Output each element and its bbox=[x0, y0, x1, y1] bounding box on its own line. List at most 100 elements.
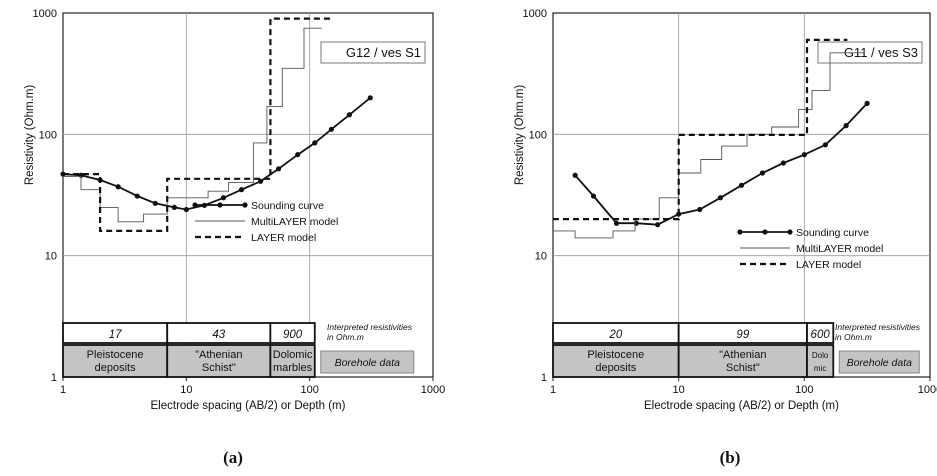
borehole-layer-cell bbox=[269, 344, 316, 378]
legend: Sounding curve MultiLAYER model LAYER mode… bbox=[737, 227, 883, 271]
borehole-data-label-box bbox=[838, 350, 920, 374]
borehole-layer-cell bbox=[806, 344, 835, 378]
x-tick-label: 1000 bbox=[918, 384, 937, 396]
y-tick-label: 10 bbox=[45, 251, 57, 263]
borehole-layer-cell bbox=[552, 344, 680, 378]
legend-marker bbox=[242, 202, 248, 208]
legend-marker bbox=[217, 202, 223, 208]
data-point bbox=[633, 220, 639, 226]
x-tick-label: 1 bbox=[60, 384, 66, 396]
borehole-data-label: Borehole data bbox=[847, 357, 913, 369]
x-axis-label: Electrode spacing (AB/2) or Depth (m) bbox=[151, 400, 346, 412]
interpreted-resistivities-note: in Ohm.m bbox=[327, 332, 364, 342]
legend-marker bbox=[192, 202, 198, 208]
y-tick-label: 100 bbox=[529, 129, 547, 141]
data-point bbox=[238, 187, 245, 193]
interpreted-resistivity-cell bbox=[806, 322, 835, 344]
data-point bbox=[276, 166, 282, 172]
y-tick-label: 1000 bbox=[33, 8, 57, 20]
x-tick-label: 100 bbox=[300, 384, 318, 396]
title-box bbox=[320, 41, 426, 64]
x-tick-label: 100 bbox=[795, 384, 813, 396]
interpreted-resistivity-value: 43 bbox=[212, 329, 225, 341]
borehole-layer-label: Dolomic bbox=[273, 349, 313, 361]
borehole-layer-label: Schist" bbox=[202, 362, 236, 374]
y-tick-label: 100 bbox=[39, 129, 57, 141]
series-line-dashed-step bbox=[553, 38, 848, 221]
borehole-layer-cell bbox=[677, 344, 808, 378]
x-tick-label: 1 bbox=[550, 384, 556, 396]
data-point bbox=[864, 100, 870, 106]
legend-label: LAYER model bbox=[251, 232, 316, 244]
data-point bbox=[115, 184, 121, 190]
x-axis-label: Electrode spacing (AB/2) or Depth (m) bbox=[644, 400, 839, 412]
borehole-layer-label: deposits bbox=[95, 362, 136, 374]
interpreted-resistivity-value: 600 bbox=[811, 329, 831, 341]
data-point bbox=[171, 204, 177, 210]
borehole-layer-label: Schist" bbox=[726, 362, 760, 374]
data-point bbox=[346, 112, 353, 118]
y-tick-label: 1 bbox=[51, 372, 57, 384]
data-point bbox=[780, 160, 786, 166]
data-point bbox=[613, 220, 620, 226]
interpreted-resistivity-value: 99 bbox=[736, 329, 749, 341]
y-tick-label: 1000 bbox=[523, 8, 547, 20]
legend: Sounding curve MultiLAYER model LAYER mode… bbox=[192, 200, 338, 244]
data-point bbox=[738, 182, 745, 188]
plot-frame bbox=[552, 12, 931, 378]
panel-caption: (b) bbox=[720, 448, 741, 467]
data-point bbox=[655, 222, 661, 228]
y-axis-label: Resistivity (Ohm.m) bbox=[514, 85, 526, 185]
borehole-layer-label: "Athenian bbox=[195, 349, 242, 361]
chart-panel-a: 1 10 100 1000 1 10 100 1000 Electrode spacing (A… bbox=[24, 8, 445, 467]
data-point bbox=[152, 200, 158, 206]
x-tick-label: 10 bbox=[180, 384, 192, 396]
borehole-layer-label: Pleistocene bbox=[87, 349, 144, 361]
data-point bbox=[801, 152, 807, 158]
legend-marker bbox=[737, 229, 743, 235]
panel-title: G11 / ves S3 bbox=[844, 45, 918, 60]
data-point bbox=[220, 195, 227, 201]
x-tick-label: 10 bbox=[673, 384, 685, 396]
borehole-layer-label: marbles bbox=[273, 362, 313, 374]
interpreted-resistivity-cell bbox=[269, 322, 316, 344]
borehole-layer-cell bbox=[166, 344, 272, 378]
data-point bbox=[295, 152, 301, 158]
interpreted-resistivity-value: 900 bbox=[283, 329, 303, 341]
interpreted-resistivities-note: Interpreted resistivities bbox=[835, 322, 921, 332]
borehole-layer-label: Pleistocene bbox=[587, 349, 644, 361]
data-point bbox=[843, 123, 849, 129]
series-line-thin-step bbox=[553, 52, 865, 239]
legend-marker bbox=[762, 229, 768, 235]
data-point bbox=[328, 126, 334, 132]
borehole-layer-label: mic bbox=[814, 364, 826, 373]
data-point bbox=[134, 193, 140, 199]
legend-label: Sounding curve bbox=[796, 227, 869, 239]
legend-label: MultiLAYER model bbox=[796, 243, 883, 255]
panel-title: G12 / ves S1 bbox=[346, 45, 421, 60]
legend-marker bbox=[787, 229, 793, 235]
interpreted-resistivities-note: in Ohm.m bbox=[835, 332, 872, 342]
borehole-layer-cell bbox=[62, 344, 169, 378]
chart-panel-b: 1 10 100 1000 1 10 100 1000 Electrode spacing (A… bbox=[514, 8, 937, 467]
title-box bbox=[817, 41, 923, 64]
borehole-layer-label: "Athenian bbox=[719, 349, 766, 361]
data-point bbox=[822, 142, 828, 148]
y-tick-label: 1 bbox=[541, 372, 547, 384]
y-axis-label: Resistivity (Ohm.m) bbox=[24, 85, 36, 185]
legend-label: MultiLAYER model bbox=[251, 216, 338, 228]
data-point bbox=[759, 170, 766, 176]
series-line-line-markers bbox=[62, 97, 371, 211]
data-point bbox=[572, 172, 578, 178]
legend-label: Sounding curve bbox=[251, 200, 324, 212]
borehole-layer-label: deposits bbox=[595, 362, 636, 374]
series-line-thin-step bbox=[63, 27, 322, 223]
borehole-data-label-box bbox=[320, 350, 415, 374]
interpreted-resistivity-value: 17 bbox=[109, 329, 122, 341]
data-point bbox=[367, 95, 373, 101]
data-point bbox=[257, 178, 264, 184]
data-point bbox=[590, 193, 597, 199]
interpreted-resistivity-value: 20 bbox=[608, 329, 622, 341]
